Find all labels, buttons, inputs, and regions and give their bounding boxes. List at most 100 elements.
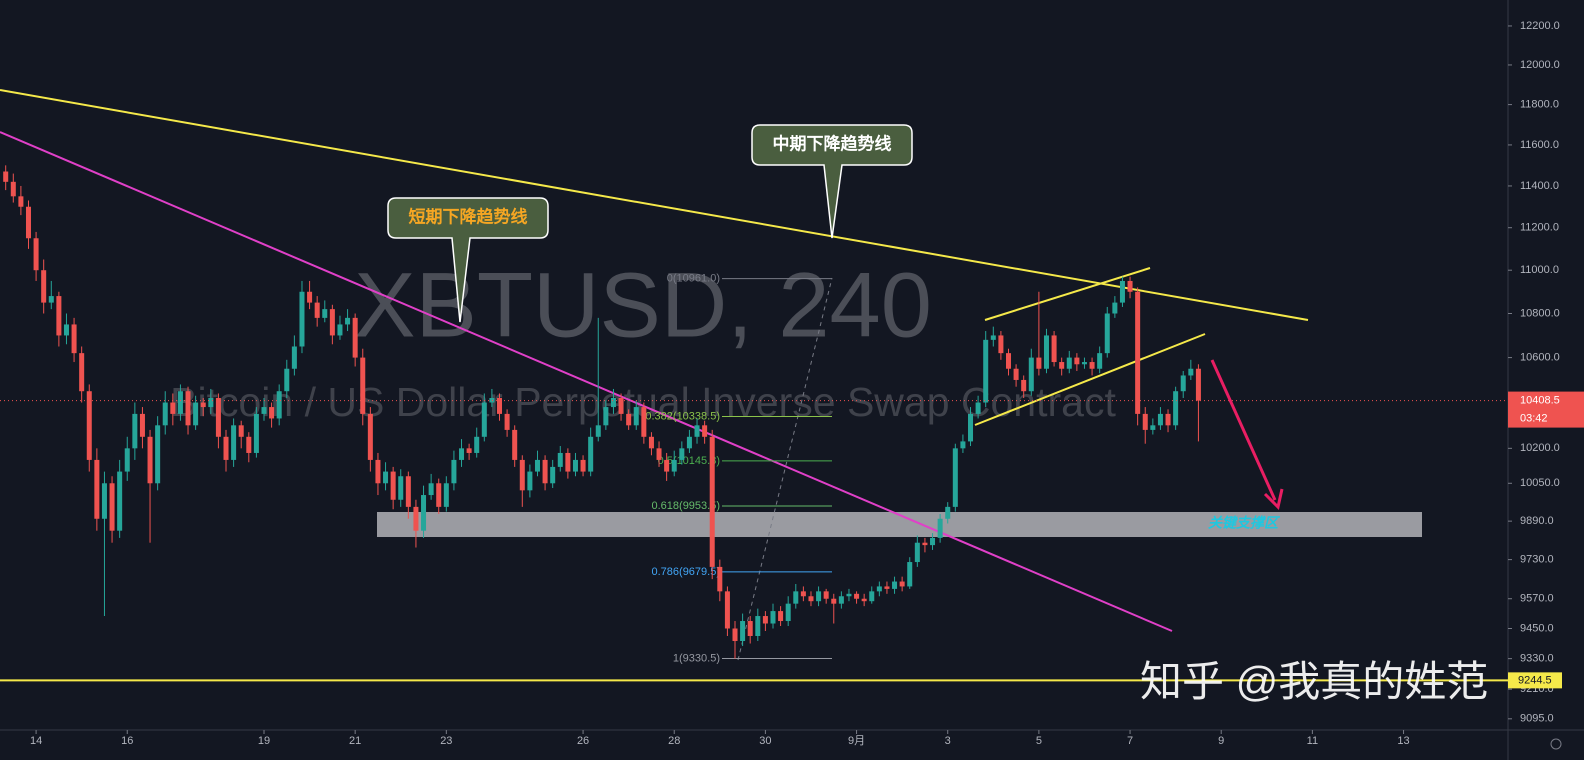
candle-body xyxy=(572,459,578,472)
y-tick-label: 11400.0 xyxy=(1520,180,1559,192)
candle-body xyxy=(724,591,730,629)
candle-body xyxy=(519,459,525,491)
candle-body xyxy=(322,309,328,318)
candle-body xyxy=(170,402,176,414)
countdown: 03:42 xyxy=(1520,413,1548,425)
candle-body xyxy=(1150,425,1156,430)
candle-body xyxy=(1119,280,1125,303)
candle-body xyxy=(413,506,419,531)
candle-body xyxy=(25,206,31,239)
candle-body xyxy=(48,296,54,303)
candle-body xyxy=(1074,357,1080,365)
candle-body xyxy=(428,483,434,496)
candle-body xyxy=(534,459,540,472)
price-label: 10408.5 xyxy=(1520,395,1560,407)
candle-body xyxy=(778,611,784,622)
candle-body xyxy=(18,196,24,207)
x-tick-label: 13 xyxy=(1397,735,1409,747)
support-zone xyxy=(377,512,1422,537)
candle-body xyxy=(1112,302,1118,314)
candle-body xyxy=(816,591,822,602)
candle-body xyxy=(1127,280,1133,292)
fib-label: 0(10961.0) xyxy=(667,272,720,284)
fib-label: 0.618(9953.5) xyxy=(652,500,721,512)
candle-body xyxy=(383,471,389,484)
x-tick-label: 28 xyxy=(668,735,680,747)
candle-body xyxy=(1173,391,1179,426)
y-tick-label: 9095.0 xyxy=(1520,713,1554,725)
candle-body xyxy=(1097,353,1103,369)
y-tick-label: 10800.0 xyxy=(1520,307,1560,319)
y-tick-label: 9450.0 xyxy=(1520,622,1554,634)
candle-body xyxy=(914,542,920,563)
x-tick-label: 9月 xyxy=(848,735,865,747)
candle-body xyxy=(56,296,62,336)
y-tick-label: 10050.0 xyxy=(1520,477,1560,489)
candle-body xyxy=(185,391,191,426)
y-tick-label: 10600.0 xyxy=(1520,351,1560,363)
y-tick-label: 10200.0 xyxy=(1520,442,1560,454)
candle-body xyxy=(1188,368,1194,376)
y-tick-label: 11200.0 xyxy=(1520,222,1559,234)
candle-body xyxy=(876,586,882,592)
callout-text: 中期下降趋势线 xyxy=(773,133,892,153)
candle-body xyxy=(375,459,381,484)
candle-body xyxy=(861,598,867,602)
candle-body xyxy=(990,335,996,340)
candle-body xyxy=(831,598,837,604)
candle-body xyxy=(71,324,77,354)
callout-box xyxy=(751,124,913,239)
drawings xyxy=(0,89,1422,661)
candle-body xyxy=(269,407,275,419)
candle-body xyxy=(139,413,145,437)
candle-body xyxy=(200,402,206,408)
candle-body xyxy=(945,506,951,519)
candle-body xyxy=(398,476,404,500)
candle-body xyxy=(79,353,85,392)
candle-body xyxy=(466,448,472,453)
candle-body xyxy=(489,397,495,403)
candle-body xyxy=(443,483,449,507)
candle-body xyxy=(1081,362,1087,365)
callout-box xyxy=(387,197,549,323)
candle-body xyxy=(63,324,69,336)
x-tick-label: 7 xyxy=(1127,735,1133,747)
candle-body xyxy=(238,425,244,437)
candle-body xyxy=(41,270,47,303)
candle-body xyxy=(1013,368,1019,380)
candle-body xyxy=(793,591,799,604)
candle-body xyxy=(899,581,905,587)
candle-body xyxy=(504,413,510,430)
candle-body xyxy=(846,593,852,597)
candle-body xyxy=(223,436,229,460)
candle-body xyxy=(451,459,457,484)
fib-label: 0.786(9679.5) xyxy=(652,566,721,578)
trendline xyxy=(0,89,1309,321)
candle-body xyxy=(390,471,396,500)
candle-body xyxy=(1142,413,1148,430)
x-tick-label: 14 xyxy=(30,735,42,747)
candle-body xyxy=(307,291,313,303)
y-tick-label: 12000.0 xyxy=(1520,59,1560,71)
candle-body xyxy=(679,448,685,460)
x-tick-label: 21 xyxy=(349,735,361,747)
candle-body xyxy=(747,621,753,636)
candle-body xyxy=(337,324,343,336)
candle-body xyxy=(740,621,746,642)
candle-body xyxy=(1021,379,1027,392)
candles: 0(10961.0)0.382(10338.5)0.5(10145.8)0.61… xyxy=(3,165,1201,664)
settings-icon[interactable] xyxy=(1550,738,1562,750)
x-tick-label: 5 xyxy=(1036,735,1042,747)
candle-body xyxy=(854,593,860,599)
candle-body xyxy=(1165,413,1171,426)
x-tick-label: 11 xyxy=(1307,735,1318,747)
candle-body xyxy=(1135,291,1141,414)
candle-body xyxy=(762,616,768,624)
candle-body xyxy=(808,596,814,602)
candle-body xyxy=(177,391,183,414)
candle-body xyxy=(314,302,320,318)
candle-body xyxy=(648,436,654,449)
candle-body xyxy=(884,586,890,589)
candle-body xyxy=(998,335,1004,354)
